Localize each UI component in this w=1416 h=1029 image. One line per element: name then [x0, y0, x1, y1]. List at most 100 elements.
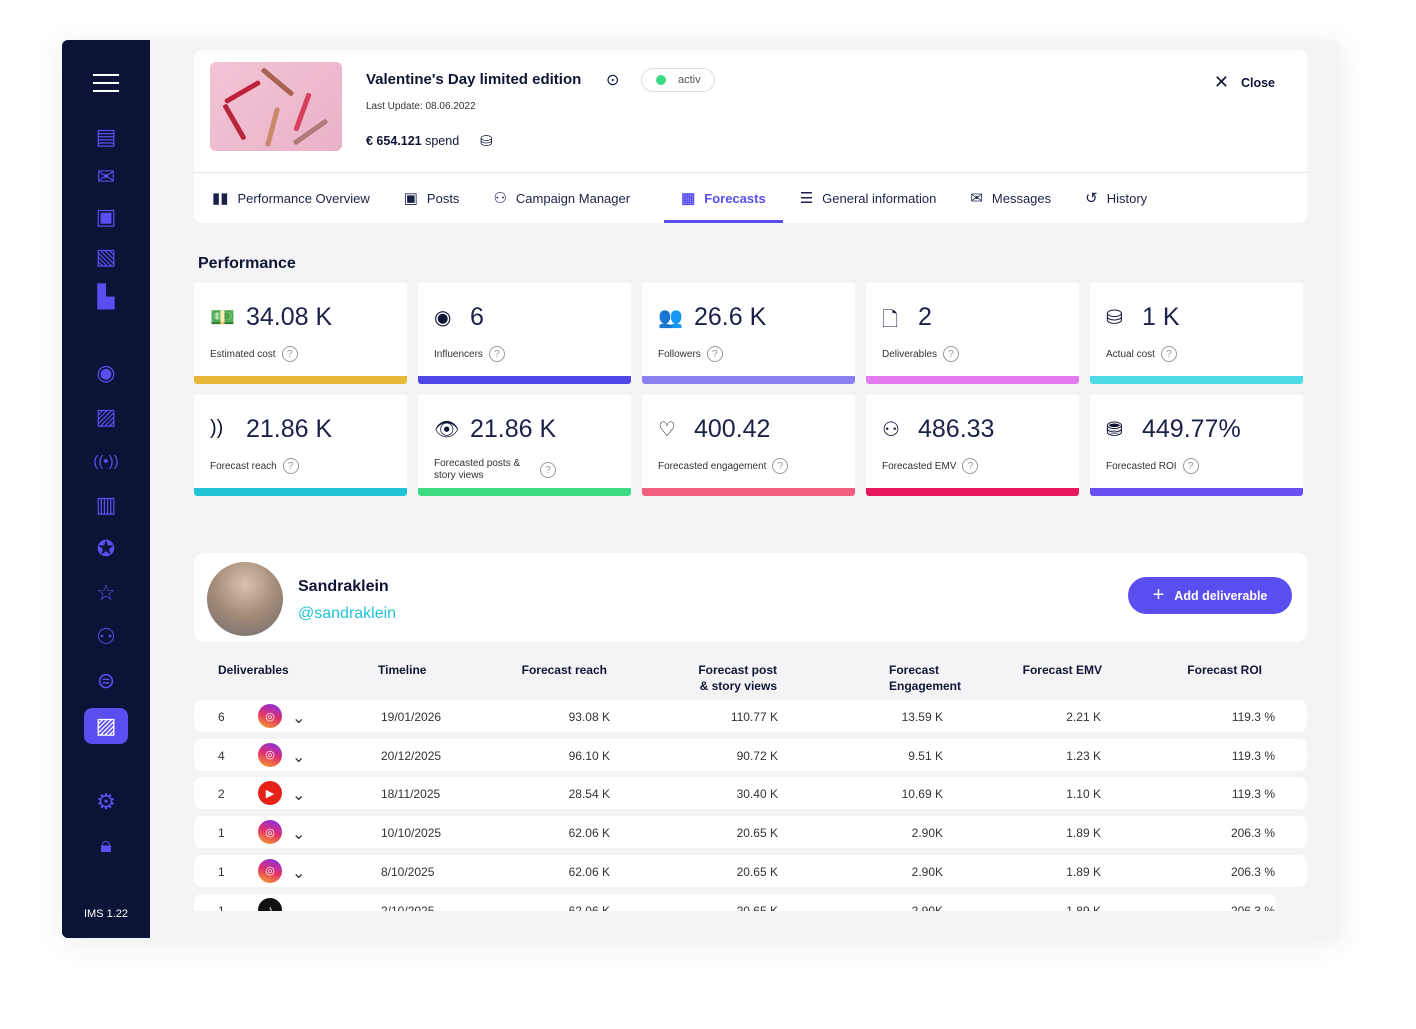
messages-icon: ✉ — [970, 190, 983, 207]
add-deliverable-button[interactable]: + Add deliverable — [1128, 577, 1292, 614]
help-icon[interactable]: ? — [772, 458, 789, 474]
section-title: Performance — [198, 255, 296, 272]
kpi-card: )) 21.86 K Forecast reach? — [194, 395, 407, 496]
column-header[interactable]: Forecast reach — [521, 663, 607, 677]
table-row[interactable]: 2 ▶ ⌄ 18/11/2025 28.54 K 30.40 K 10.69 K 1.10 K… — [194, 777, 1307, 810]
deliverable-count: 6 — [218, 710, 225, 724]
cell-emv: 1.10 K — [1066, 787, 1101, 802]
help-icon[interactable]: ? — [943, 346, 960, 362]
kpi-card: ♡ 400.42 Forecasted engagement? — [642, 395, 855, 496]
report-search-icon[interactable]: ▥ — [95, 492, 117, 517]
help-icon[interactable]: ? — [540, 462, 556, 478]
kpi-label: Forecasted posts & story views? — [434, 458, 556, 482]
cell-roi: 119.3 % — [1231, 748, 1275, 763]
mail-icon[interactable]: ✉ — [96, 164, 116, 189]
cell-roi: 119.3 % — [1231, 710, 1275, 724]
help-icon[interactable]: ? — [1160, 346, 1177, 362]
buildings-icon[interactable]: ▙ — [97, 284, 115, 309]
table-row[interactable]: 1 ◎ ⌄ 8/10/2025 62.06 K 20.65 K 2.90K 1.89 K 206… — [194, 854, 1307, 887]
award-icon[interactable]: ✪ — [96, 536, 116, 561]
influencer-name: Sandraklein — [298, 578, 389, 595]
kpi-icon: ⛁ — [1106, 307, 1123, 329]
last-update: Last Update: 08.06.2022 — [366, 101, 476, 112]
column-header[interactable]: Forecast ROI — [1187, 663, 1262, 677]
help-icon[interactable]: ? — [488, 346, 505, 362]
kpi-label-text: Deliverables — [882, 348, 938, 360]
deliverable-count: 1 — [218, 826, 225, 841]
chevron-down-icon[interactable]: ⌄ — [292, 710, 306, 727]
campaign-header: Valentine's Day limited edition ⊙ activ … — [194, 50, 1307, 223]
help-icon[interactable]: ? — [1182, 458, 1199, 474]
kpi-label: Followers? — [658, 346, 723, 362]
eye-icon[interactable]: ◉ — [96, 360, 116, 385]
table-row[interactable]: 4 ◎ ⌄ 20/12/2025 96.10 K 90.72 K 9.51 K 1.23 K 1… — [194, 738, 1307, 771]
help-icon[interactable]: ? — [281, 346, 298, 362]
cell-reach: 28.54 K — [568, 787, 610, 802]
tab-campaign-manager[interactable]: ⚇ Campaign Manager — [493, 173, 647, 223]
influencer-handle[interactable]: @sandraklein — [298, 605, 397, 622]
cell-engagement: 10.69 K — [901, 787, 943, 802]
kpi-icon: ◉ — [434, 307, 452, 329]
broadcast-icon[interactable]: ((•)) — [93, 452, 119, 470]
column-header[interactable]: Forecast EMV — [1022, 663, 1102, 677]
kpi-label: Forecasted EMV? — [882, 458, 979, 474]
table-row[interactable]: 1 ♪ ⌄ 2/10/2025 62.06 K 20.65 K 2.90K 1.89 K 206… — [194, 893, 1276, 912]
instagram-icon: ◎ — [258, 704, 282, 728]
contacts-icon[interactable]: ▣ — [95, 204, 117, 229]
kpi-value: 486.33 — [918, 415, 995, 443]
chevron-down-icon[interactable]: ⌄ — [292, 748, 306, 766]
tab-general-information[interactable]: ☰ General information — [800, 173, 954, 223]
users-icon[interactable]: ⚇ — [96, 624, 116, 649]
column-header[interactable]: Timeline — [378, 663, 427, 677]
lock-icon[interactable]: 🔒︎ — [100, 832, 112, 857]
tab-label: Posts — [426, 190, 460, 206]
help-icon[interactable]: ? — [962, 458, 979, 474]
sidebar: ▤ ✉ ▣ ▧ ▙ ◉ ▨ ((•)) ▥ ✪ ☆ ⚇ ⊜ ▨ ⚙ 🔒︎ IMS 1.22 — [62, 40, 150, 938]
table-row[interactable]: 1 ◎ ⌄ 10/10/2025 62.06 K 20.65 K 2.90K 1.89 K 20… — [194, 816, 1307, 849]
settings-icon[interactable]: ⚙ — [96, 789, 116, 814]
forecast-doc-icon[interactable]: ▨ — [84, 708, 128, 744]
deliverable-count: 1 — [218, 903, 225, 912]
tab-performance-overview[interactable]: ▮▮ Performance Overview — [212, 173, 387, 223]
posts-icon: ▣ — [403, 190, 418, 207]
cell-reach: 62.06 K — [568, 826, 610, 841]
column-header[interactable]: Deliverables — [218, 663, 289, 677]
profile-doc-icon[interactable]: ▧ — [95, 244, 117, 269]
help-icon[interactable]: ? — [282, 458, 299, 474]
tab-label: History — [1106, 190, 1148, 206]
kpi-cards: 💵 34.08 K Estimated cost? ◉ 6 Influencers? 👥 26… — [194, 283, 1304, 496]
image-search-icon[interactable]: ▨ — [95, 404, 117, 429]
spend-label: spend — [425, 134, 460, 148]
menu-icon[interactable] — [93, 74, 119, 98]
chevron-down-icon[interactable]: ⌄ — [292, 864, 306, 882]
kpi-card: ◉ 6 Influencers? — [418, 283, 631, 384]
cell-reach: 62.06 K — [568, 903, 610, 912]
tab-posts[interactable]: ▣ Posts — [404, 173, 477, 223]
close-button[interactable]: ✕ Close — [1214, 72, 1275, 93]
add-deliverable-label: Add deliverable — [1174, 588, 1268, 603]
visibility-check-icon[interactable]: ⊙ — [606, 72, 620, 89]
tab-history[interactable]: ↺ History — [1085, 173, 1164, 223]
kpi-label: Actual cost? — [1106, 346, 1177, 362]
kpi-color-bar — [1090, 376, 1303, 384]
kpi-icon: 💵 — [210, 307, 235, 329]
table-row[interactable]: 6 ◎ ⌄ 19/01/2026 93.08 K 110.77 K 13.59 K 2.21 … — [194, 700, 1307, 732]
table-header: Deliverables Timeline Forecast reach Foreca… — [194, 662, 1307, 702]
column-header[interactable]: Forecast post & story views — [698, 663, 777, 693]
kpi-value: 21.86 K — [246, 415, 333, 443]
history-icon: ↺ — [1085, 190, 1098, 207]
help-icon[interactable]: ? — [706, 346, 723, 362]
star-icon[interactable]: ☆ — [96, 580, 116, 605]
layout-icon[interactable]: ▤ — [95, 124, 117, 149]
kpi-label: Forecasted engagement? — [658, 458, 789, 474]
cell-engagement: 13.59 K — [901, 710, 943, 724]
chevron-down-icon[interactable]: ⌄ — [292, 902, 305, 912]
timeline-date: 19/01/2026 — [381, 710, 442, 724]
chevron-down-icon[interactable]: ⌄ — [292, 787, 306, 805]
column-header[interactable]: Forecast Engagement — [889, 663, 962, 693]
coins-icon[interactable]: ⊜ — [96, 668, 116, 693]
tab-forecasts[interactable]: ▦ Forecasts — [664, 173, 783, 223]
chevron-down-icon[interactable]: ⌄ — [292, 826, 306, 844]
cell-reach: 62.06 K — [568, 864, 610, 879]
tab-messages[interactable]: ✉ Messages — [970, 173, 1068, 223]
